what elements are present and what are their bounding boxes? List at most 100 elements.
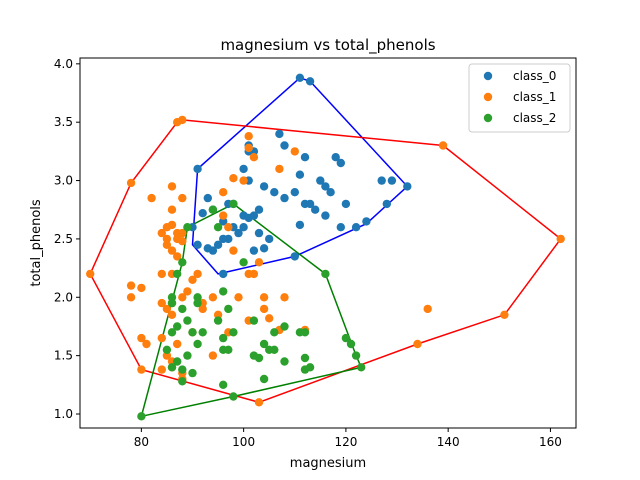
point-class_0 bbox=[275, 129, 284, 139]
point-class_2 bbox=[270, 328, 279, 337]
y-tick-label: 1.0 bbox=[54, 407, 73, 421]
point-class_0 bbox=[387, 176, 397, 185]
point-class_2 bbox=[213, 316, 223, 325]
point-class_0 bbox=[265, 234, 274, 244]
point-class_1 bbox=[438, 141, 448, 150]
point-class_2 bbox=[219, 333, 228, 343]
point-class_1 bbox=[178, 237, 187, 246]
point-class_2 bbox=[188, 368, 197, 378]
point-class_1 bbox=[208, 351, 218, 360]
point-class_2 bbox=[346, 339, 356, 349]
point-class_1 bbox=[157, 228, 166, 238]
point-class_1 bbox=[126, 293, 136, 302]
point-class_0 bbox=[295, 220, 305, 230]
point-class_1 bbox=[249, 153, 259, 162]
y-tick-label: 3.0 bbox=[54, 174, 73, 188]
point-class_1 bbox=[259, 293, 269, 302]
point-class_1 bbox=[178, 193, 187, 203]
point-class_2 bbox=[341, 333, 351, 343]
point-class_0 bbox=[336, 158, 345, 168]
point-class_1 bbox=[167, 220, 177, 230]
legend-label-class_1: class_1 bbox=[513, 90, 556, 104]
point-class_2 bbox=[167, 363, 177, 372]
point-class_0 bbox=[193, 164, 202, 174]
legend: class_0 class_1 class_2 bbox=[468, 63, 571, 133]
point-class_1 bbox=[244, 132, 253, 141]
point-class_0 bbox=[326, 188, 335, 197]
point-class_0 bbox=[259, 244, 269, 253]
y-tick-label: 4.0 bbox=[54, 57, 73, 71]
point-class_2 bbox=[219, 287, 228, 296]
point-class_1 bbox=[556, 234, 565, 244]
plot-area-frame bbox=[79, 57, 577, 429]
point-class_1 bbox=[157, 333, 166, 343]
point-class_1 bbox=[265, 314, 274, 323]
point-class_1 bbox=[167, 205, 177, 214]
point-class_2 bbox=[357, 363, 366, 372]
point-class_2 bbox=[213, 223, 223, 232]
point-class_2 bbox=[254, 353, 264, 363]
point-class_1 bbox=[147, 193, 156, 203]
point-class_2 bbox=[219, 380, 228, 389]
point-class_2 bbox=[178, 365, 187, 374]
point-class_1 bbox=[86, 269, 95, 279]
point-class_2 bbox=[229, 199, 238, 209]
point-class_1 bbox=[137, 283, 146, 293]
x-tick-label: 160 bbox=[539, 435, 562, 449]
y-tick-label: 3.5 bbox=[54, 115, 73, 129]
point-class_1 bbox=[224, 223, 233, 232]
point-class_2 bbox=[173, 269, 182, 279]
point-class_0 bbox=[341, 199, 351, 209]
point-class_1 bbox=[229, 246, 238, 255]
point-class_1 bbox=[173, 118, 182, 127]
point-class_0 bbox=[290, 252, 299, 261]
point-class_0 bbox=[198, 209, 207, 218]
legend-label-class_0: class_0 bbox=[513, 69, 556, 83]
point-class_2 bbox=[193, 298, 202, 308]
x-axis: 80 100 120 140 160 bbox=[134, 428, 562, 449]
point-class_1 bbox=[162, 234, 172, 244]
legend-marker-class_2 bbox=[483, 113, 493, 123]
y-tick-label: 2.0 bbox=[54, 290, 73, 304]
point-class_1 bbox=[173, 252, 182, 261]
point-class_0 bbox=[290, 188, 299, 197]
y-axis-label: total_phenols bbox=[29, 199, 44, 287]
point-class_0 bbox=[295, 170, 305, 179]
y-axis: 1.0 1.5 2.0 2.5 3.0 3.5 4.0 bbox=[54, 57, 80, 421]
point-class_1 bbox=[254, 398, 264, 407]
point-class_1 bbox=[137, 333, 146, 343]
legend-marker-class_0 bbox=[483, 71, 493, 81]
point-class_2 bbox=[183, 223, 192, 232]
point-class_1 bbox=[162, 304, 172, 314]
point-class_1 bbox=[126, 281, 136, 290]
point-class_0 bbox=[270, 188, 279, 197]
y-tick-label: 2.5 bbox=[54, 232, 73, 246]
point-class_2 bbox=[239, 258, 248, 267]
point-class_0 bbox=[239, 223, 248, 232]
point-class_2 bbox=[188, 328, 197, 337]
point-class_2 bbox=[259, 374, 269, 384]
point-class_2 bbox=[178, 258, 187, 267]
point-class_1 bbox=[126, 178, 136, 188]
point-class_1 bbox=[162, 240, 172, 249]
point-class_1 bbox=[167, 246, 177, 255]
point-class_0 bbox=[321, 211, 330, 220]
x-tick-label: 80 bbox=[134, 435, 149, 449]
point-class_2 bbox=[280, 357, 289, 366]
point-class_0 bbox=[311, 205, 320, 214]
point-class_1 bbox=[290, 147, 299, 156]
x-tick-label: 100 bbox=[232, 435, 255, 449]
point-class_0 bbox=[203, 193, 212, 203]
point-class_1 bbox=[213, 310, 223, 319]
point-class_2 bbox=[167, 293, 177, 302]
point-class_2 bbox=[229, 392, 238, 401]
point-class_0 bbox=[244, 213, 253, 223]
point-class_0 bbox=[316, 176, 325, 185]
point-class_0 bbox=[403, 182, 412, 191]
point-layer bbox=[86, 73, 565, 421]
point-class_0 bbox=[203, 244, 212, 253]
point-class_0 bbox=[259, 182, 269, 191]
point-class_1 bbox=[423, 304, 432, 314]
point-class_2 bbox=[167, 328, 177, 337]
